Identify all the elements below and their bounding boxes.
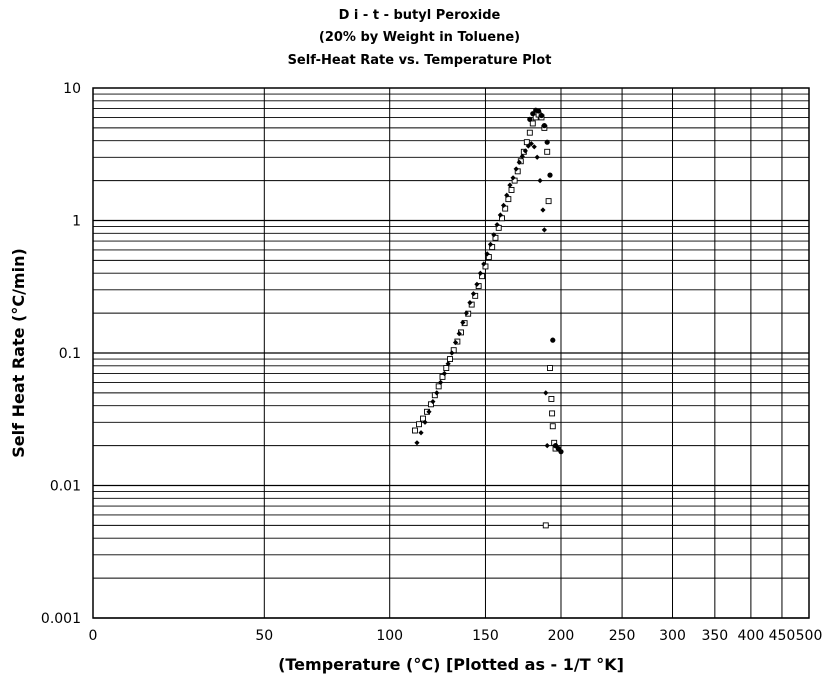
data-point [545, 198, 552, 205]
data-point [491, 232, 497, 238]
data-point [513, 166, 519, 172]
data-point [416, 421, 422, 428]
data-point [481, 261, 487, 267]
y-tick-label: 10 [63, 81, 81, 97]
data-point [519, 153, 525, 159]
data-point [525, 143, 531, 149]
data-point [445, 361, 451, 367]
data-point [544, 443, 550, 449]
data-point [437, 379, 444, 385]
data-point [467, 300, 473, 306]
data-point [435, 383, 442, 390]
data-point [540, 207, 546, 213]
x-tick-label: 0 [89, 628, 98, 644]
x-tick-label: 450 [769, 628, 796, 644]
data-point [439, 373, 446, 380]
data-point [541, 227, 547, 233]
data-point [534, 154, 540, 160]
y-tick-label: 0.01 [50, 479, 81, 495]
data-point [547, 365, 553, 371]
data-point [547, 172, 553, 178]
data-point [527, 116, 533, 122]
plot-frame [92, 87, 810, 619]
data-point [422, 419, 428, 425]
data-point [449, 350, 455, 356]
data-point [526, 129, 533, 136]
data-point [420, 415, 426, 422]
data-point [548, 395, 555, 402]
data-point [447, 356, 453, 363]
data-point [549, 423, 556, 430]
data-point [474, 281, 480, 287]
data-point [460, 319, 466, 326]
data-point [544, 148, 551, 155]
data-point [558, 449, 564, 455]
data-point [477, 270, 483, 276]
y-tick-label: 0.001 [41, 611, 81, 627]
data-point [549, 410, 556, 417]
data-point [537, 178, 543, 184]
data-point [443, 365, 450, 371]
data-point [456, 331, 462, 337]
data-point [441, 370, 447, 377]
data-point [452, 339, 459, 346]
x-tick-label: 300 [659, 628, 686, 644]
data-point [487, 241, 494, 248]
data-point [484, 251, 490, 257]
data-points [412, 107, 564, 529]
data-point [538, 112, 545, 119]
data-point [536, 108, 542, 114]
x-tick-label: 350 [701, 628, 728, 644]
x-tick-label: 400 [738, 628, 765, 644]
data-point [510, 175, 516, 181]
chart-title-line-3: Self-Heat Rate vs. Temperature Plot [287, 53, 552, 68]
data-point [523, 139, 530, 146]
x-tick-label: 100 [376, 628, 403, 644]
data-point [430, 398, 436, 405]
data-point [470, 291, 477, 297]
data-point [531, 144, 537, 150]
data-point [528, 141, 534, 147]
x-tick-label: 50 [255, 628, 273, 644]
data-point [543, 390, 549, 396]
x-axis-label: (Temperature (°C) [Plotted as - 1/T °K] [278, 655, 624, 674]
data-point [507, 182, 513, 188]
data-point [530, 111, 536, 117]
data-point [522, 148, 528, 154]
data-point [529, 120, 536, 127]
chart-title-line-1: D i - t - butyl Peroxide [338, 8, 501, 23]
x-tick-label: 150 [472, 628, 499, 644]
data-point [544, 139, 550, 145]
data-point [500, 202, 507, 209]
data-point [542, 522, 549, 529]
data-point [463, 310, 469, 316]
x-tick-label: 500 [796, 628, 823, 644]
data-point [434, 390, 440, 396]
x-tick-label: 200 [548, 628, 575, 644]
data-point [497, 212, 503, 218]
y-tick-label: 1 [72, 214, 81, 230]
data-point [418, 430, 424, 436]
y-axis-label: Self Heat Rate (°C/min) [9, 248, 28, 458]
y-tick-label: 0.1 [59, 346, 81, 362]
data-point [541, 123, 547, 129]
tick-labels: 0 50 100 150 200 250 300 350 400 450 500 0.001 0.01 0… [41, 81, 822, 644]
x-tick-label: 250 [609, 628, 636, 644]
data-point [550, 337, 556, 343]
data-point [516, 159, 522, 165]
chart-title-line-2: (20% by Weight in Toluene) [318, 30, 521, 45]
data-point [494, 222, 500, 228]
data-point [414, 440, 420, 446]
data-point [505, 196, 512, 203]
data-point [412, 427, 418, 434]
data-point [426, 409, 432, 415]
data-point [508, 187, 515, 193]
data-point [504, 192, 510, 198]
